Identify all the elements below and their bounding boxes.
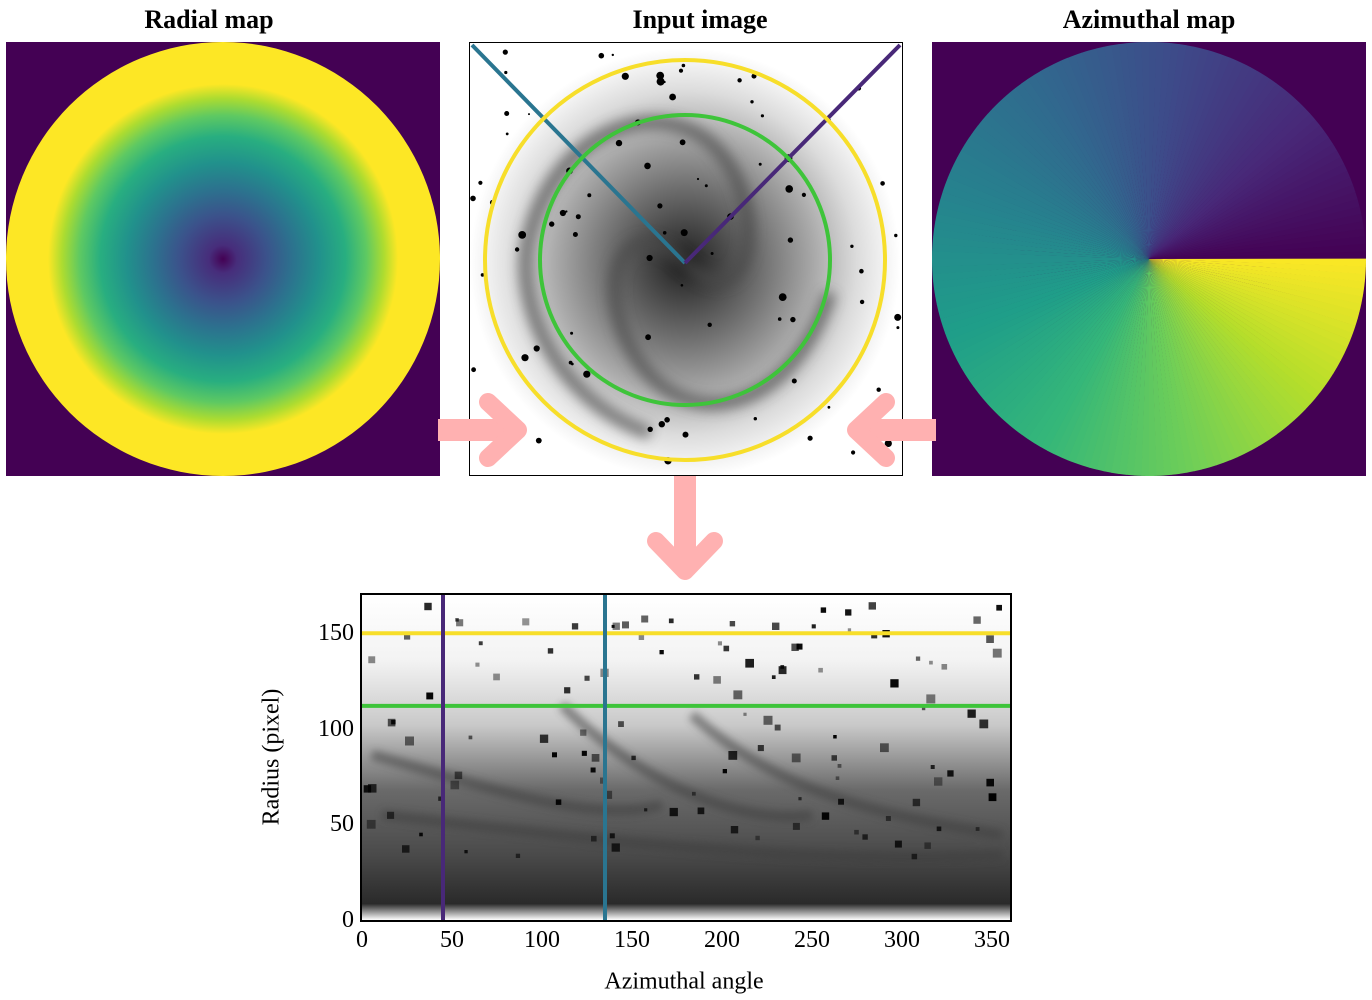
azimuthal-map-image	[932, 42, 1366, 476]
input-image-title: Input image	[632, 5, 768, 34]
purple-line	[683, 43, 902, 265]
teal-line	[470, 43, 687, 265]
x-tick-label: 250	[794, 927, 830, 953]
arrow-right	[438, 393, 527, 467]
x-tick-label: 150	[614, 927, 650, 953]
polar-plot-area	[360, 593, 1012, 922]
polar-heatmap	[362, 595, 1010, 920]
input-image-panel	[469, 42, 903, 476]
x-tick-label: 50	[440, 927, 464, 953]
x-tick-label: 350	[974, 927, 1010, 953]
y-tick-label: 50	[330, 811, 354, 838]
azimuthal-map-title: Azimuthal map	[1062, 5, 1236, 34]
x-axis-label: Azimuthal angle	[604, 968, 764, 995]
galaxy-image	[470, 43, 902, 475]
radial-map-title: Radial map	[144, 5, 274, 34]
azimuthal-map-panel	[932, 42, 1366, 476]
y-tick-label: 0	[342, 907, 354, 933]
y-tick-label: 150	[318, 620, 354, 647]
green-ring	[538, 113, 832, 407]
x-tick-label: 300	[884, 927, 920, 953]
arrow-left	[847, 393, 936, 467]
y-axis-label: Radius (pixel)	[258, 688, 285, 826]
x-tick-label: 0	[356, 927, 368, 953]
x-tick-label: 100	[524, 927, 560, 953]
radial-map-image	[6, 42, 440, 476]
radial-map-panel	[6, 42, 440, 476]
x-tick-label: 200	[704, 927, 740, 953]
yellow-ring	[483, 58, 887, 462]
arrow-down	[647, 476, 723, 580]
y-tick-label: 100	[318, 715, 354, 742]
